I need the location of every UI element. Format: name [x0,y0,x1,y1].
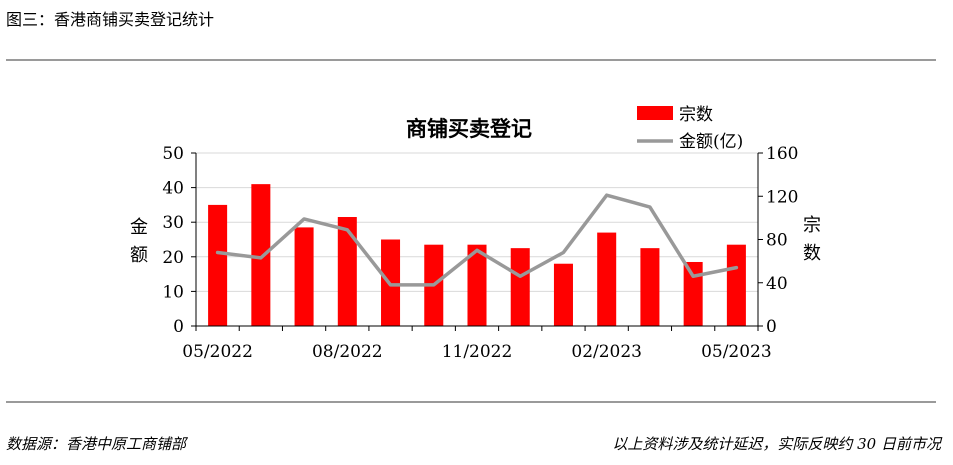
left-axis-tick-label: 10 [162,282,184,302]
right-axis-tick-label: 0 [766,317,777,337]
bar [208,204,228,326]
left-axis-label: 金额 [130,217,148,266]
legend-label-line: 金额(亿) [679,132,743,152]
bar [337,217,357,326]
bar [553,263,573,326]
x-axis-tick-label: 05/2022 [182,342,253,362]
left-axis-tick-label: 30 [162,213,184,233]
right-axis-tick-label: 160 [766,144,798,164]
left-axis-tick-label: 40 [162,179,184,199]
bar [597,232,617,326]
bar [251,184,271,326]
x-axis-tick-label: 08/2022 [312,342,383,362]
bar [640,248,660,326]
delay-note: 以上资料涉及统计延迟，实际反映约 30 日前市况 [612,435,941,453]
x-axis-tick-label: 11/2022 [442,342,513,362]
bar [510,248,530,326]
source-note: 数据源：香港中原工商铺部 [6,435,187,453]
bar [467,244,487,326]
top-divider [6,59,936,61]
legend-label-bars: 宗数 [679,105,713,125]
x-axis-tick-label: 05/2023 [701,342,772,362]
right-axis-tick-label: 40 [766,274,788,294]
right-axis-label: 宗数 [803,215,821,264]
bar [294,227,314,326]
left-axis-tick-label: 0 [173,317,184,337]
chart-title: 商铺买卖登记 [406,116,532,141]
right-axis-tick-label: 120 [766,187,798,207]
left-axis-tick-label: 50 [162,144,184,164]
right-axis-tick-label: 80 [766,231,788,251]
figure-title: 图三：香港商铺买卖登记统计 [6,10,215,29]
x-axis-tick-label: 02/2023 [571,342,642,362]
bottom-divider [6,401,936,403]
line-series [215,193,739,287]
axes [191,152,763,331]
bar [726,244,746,326]
legend-swatch-bars [637,106,673,120]
left-axis-tick-label: 20 [162,248,184,268]
axis-labels: 0 10 20 30 40 50 0 40 80 120 160 05/2022 08/2022 11/2… [130,144,821,362]
bar [683,261,703,326]
bar-series [208,184,746,326]
